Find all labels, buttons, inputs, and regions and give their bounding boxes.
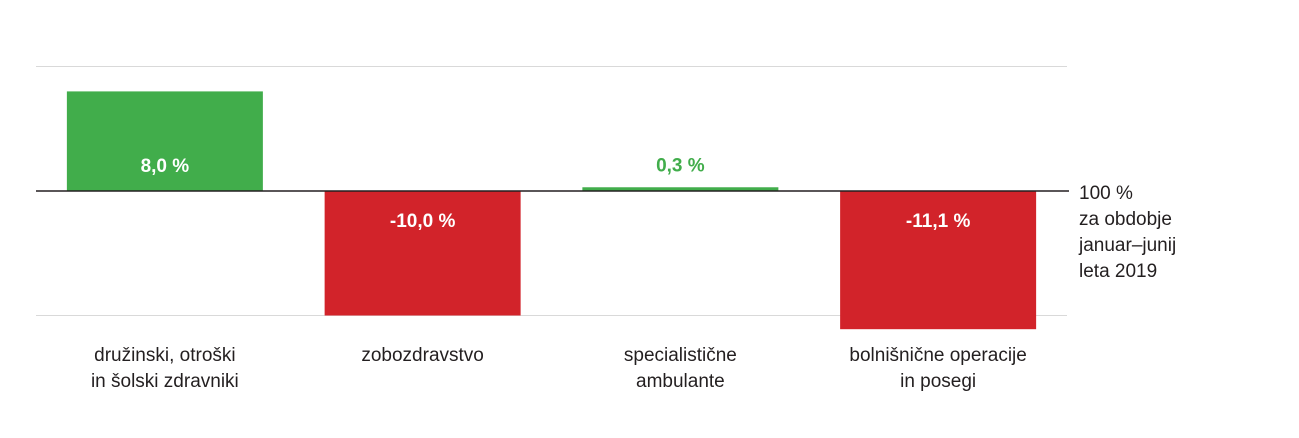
category-label-2: specialistične ambulante bbox=[624, 345, 737, 392]
bar-0 bbox=[66, 91, 263, 191]
reference-label-line: leta 2019 bbox=[1079, 261, 1157, 282]
category-label-line: ambulante bbox=[636, 371, 725, 392]
category-label-line: in posegi bbox=[900, 371, 976, 392]
data-label-2: 0,3 % bbox=[656, 155, 705, 176]
data-label-1: -10,0 % bbox=[390, 211, 456, 232]
category-label-line: in šolski zdravniki bbox=[91, 371, 239, 392]
reference-line-label: 100 % za obdobje januar–junij leta 2019 bbox=[1078, 183, 1176, 282]
reference-label-line: 100 % bbox=[1079, 183, 1133, 204]
category-label-line: zobozdravstvo bbox=[361, 345, 484, 366]
reference-label-line: januar–junij bbox=[1078, 235, 1176, 256]
category-label-3: bolnišnične operacije in posegi bbox=[849, 345, 1026, 392]
bar-1 bbox=[324, 191, 521, 316]
bars bbox=[66, 91, 1037, 330]
category-labels: družinski, otroški in šolski zdravniki zob… bbox=[91, 345, 1027, 392]
reference-label-line: za obdobje bbox=[1079, 209, 1172, 230]
data-labels: 8,0 % -10,0 % 0,3 % -11,1 % bbox=[141, 155, 971, 232]
category-label-line: bolnišnične operacije bbox=[849, 345, 1026, 366]
data-label-3: -11,1 % bbox=[906, 211, 971, 232]
bar-2 bbox=[582, 187, 779, 191]
data-label-0: 8,0 % bbox=[141, 156, 190, 177]
category-label-1: zobozdravstvo bbox=[361, 345, 484, 366]
bar-3 bbox=[840, 191, 1037, 330]
category-label-0: družinski, otroški in šolski zdravniki bbox=[91, 345, 239, 392]
category-label-line: specialistične bbox=[624, 345, 737, 366]
category-label-line: družinski, otroški bbox=[94, 345, 236, 366]
